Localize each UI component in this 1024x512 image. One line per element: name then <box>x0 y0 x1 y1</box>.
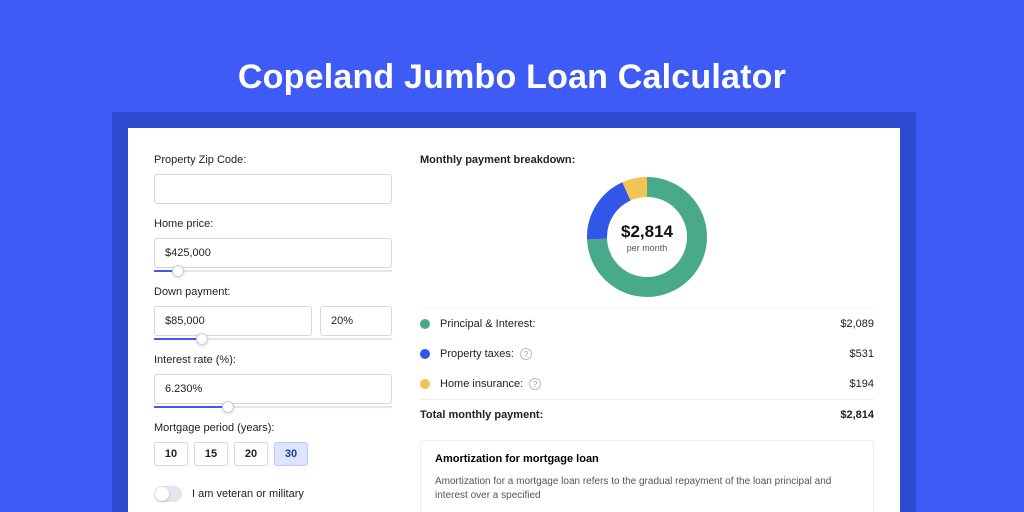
period-btn-30[interactable]: 30 <box>274 442 308 466</box>
interest-group: Interest rate (%): 6.230% <box>154 354 410 408</box>
form-panel: Property Zip Code: Home price: $425,000 … <box>128 128 410 512</box>
legend-label: Principal & Interest: <box>440 318 840 330</box>
period-buttons: 10152030 <box>154 442 410 466</box>
legend-label: Home insurance:? <box>440 378 850 390</box>
donut-center-value: $2,814 <box>621 222 673 242</box>
home-price-slider[interactable] <box>154 270 392 272</box>
legend-value: $2,089 <box>840 318 874 330</box>
interest-slider[interactable] <box>154 406 392 408</box>
amortization-title: Amortization for mortgage loan <box>435 453 859 465</box>
calculator-card: Property Zip Code: Home price: $425,000 … <box>128 128 900 512</box>
help-icon[interactable]: ? <box>520 348 532 360</box>
legend-dot <box>420 379 430 389</box>
zip-label: Property Zip Code: <box>154 154 410 166</box>
veteran-row: I am veteran or military <box>154 486 410 502</box>
interest-input[interactable]: 6.230% <box>154 374 392 404</box>
down-payment-group: Down payment: $85,000 20% <box>154 286 410 340</box>
down-payment-input[interactable]: $85,000 <box>154 306 312 336</box>
veteran-label: I am veteran or military <box>192 488 304 500</box>
amortization-section: Amortization for mortgage loan Amortizat… <box>420 440 874 512</box>
legend-total-label: Total monthly payment: <box>420 409 840 421</box>
zip-input[interactable] <box>154 174 392 204</box>
period-btn-20[interactable]: 20 <box>234 442 268 466</box>
page-title: Copeland Jumbo Loan Calculator <box>0 58 1024 97</box>
donut-center-sub: per month <box>627 243 668 253</box>
donut-chart-wrap: $2,814 per month <box>420 176 874 298</box>
legend-dot <box>420 319 430 329</box>
home-price-input[interactable]: $425,000 <box>154 238 392 268</box>
legend-total-value: $2,814 <box>840 409 874 421</box>
down-payment-label: Down payment: <box>154 286 410 298</box>
donut-center: $2,814 per month <box>586 176 708 298</box>
slider-thumb[interactable] <box>196 333 208 345</box>
legend-value: $194 <box>850 378 874 390</box>
slider-thumb[interactable] <box>172 265 184 277</box>
legend-row: Home insurance:?$194 <box>420 369 874 399</box>
home-price-group: Home price: $425,000 <box>154 218 410 272</box>
legend-dot <box>420 349 430 359</box>
donut-chart: $2,814 per month <box>586 176 708 298</box>
period-group: Mortgage period (years): 10152030 <box>154 422 410 466</box>
legend: Principal & Interest:$2,089Property taxe… <box>420 308 874 399</box>
breakdown-title: Monthly payment breakdown: <box>420 154 874 166</box>
zip-group: Property Zip Code: <box>154 154 410 204</box>
veteran-toggle[interactable] <box>154 486 182 502</box>
slider-thumb[interactable] <box>222 401 234 413</box>
period-btn-15[interactable]: 15 <box>194 442 228 466</box>
legend-label: Property taxes:? <box>440 348 850 360</box>
breakdown-panel: Monthly payment breakdown: $2,814 per mo… <box>410 128 900 512</box>
amortization-body: Amortization for a mortgage loan refers … <box>435 475 859 503</box>
home-price-label: Home price: <box>154 218 410 230</box>
period-label: Mortgage period (years): <box>154 422 410 434</box>
down-payment-slider[interactable] <box>154 338 392 340</box>
toggle-knob <box>155 487 169 501</box>
interest-label: Interest rate (%): <box>154 354 410 366</box>
legend-total-row: Total monthly payment: $2,814 <box>420 399 874 430</box>
down-payment-pct-input[interactable]: 20% <box>320 306 392 336</box>
stage: Copeland Jumbo Loan Calculator Property … <box>0 0 1024 512</box>
help-icon[interactable]: ? <box>529 378 541 390</box>
legend-value: $531 <box>850 348 874 360</box>
period-btn-10[interactable]: 10 <box>154 442 188 466</box>
legend-row: Principal & Interest:$2,089 <box>420 309 874 339</box>
legend-row: Property taxes:?$531 <box>420 339 874 369</box>
